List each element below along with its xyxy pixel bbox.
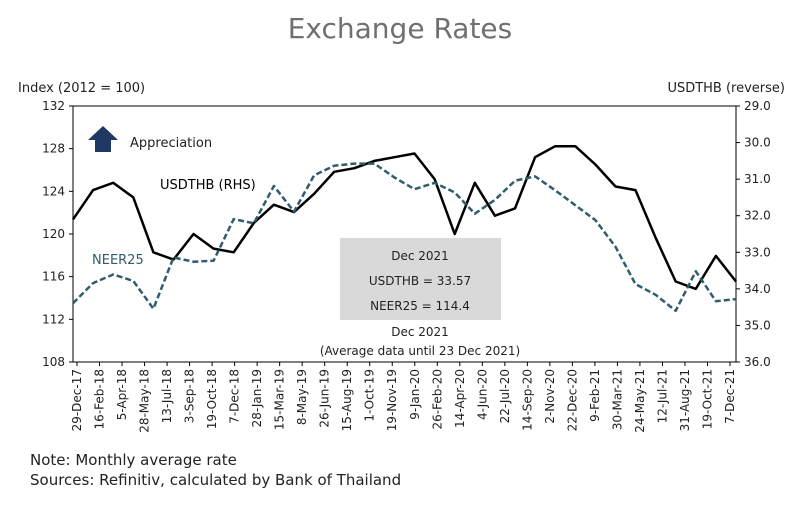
annotation-below-line-2: (Average data until 23 Dec 2021) xyxy=(320,344,520,358)
right-tick-label: 29.0 xyxy=(744,99,771,113)
left-tick-label: 124 xyxy=(42,184,65,198)
right-tick-label: 31.0 xyxy=(744,172,771,186)
x-tick-label: 16-Feb-18 xyxy=(93,369,107,429)
x-tick-label: 22-Dec-20 xyxy=(565,369,579,431)
left-tick-label: 120 xyxy=(42,227,65,241)
plot-frame xyxy=(72,105,737,363)
series-layer xyxy=(71,144,737,313)
annotation-below-line-1: Dec 2021 xyxy=(391,325,449,339)
usdthb-series-line xyxy=(71,144,737,291)
x-tick-label: 5-Apr-18 xyxy=(115,369,129,420)
x-tick-label: 26-Jun-19 xyxy=(318,369,332,428)
x-tick-label: 22-Jul-20 xyxy=(498,369,512,423)
right-axis-ticks: 29.0 30.0 31.0 32.0 33.0 34.0 35.0 36.0 xyxy=(736,99,771,369)
left-tick-label: 108 xyxy=(42,355,65,369)
x-tick-label: 3-Sep-18 xyxy=(183,369,197,423)
x-tick-label: 19-Oct-18 xyxy=(205,369,219,429)
x-tick-label: 15-Mar-19 xyxy=(273,369,287,430)
left-axis-label: Index (2012 = 100) xyxy=(18,81,145,96)
right-tick-label: 33.0 xyxy=(744,245,771,259)
chart-sources: Sources: Refinitiv, calculated by Bank o… xyxy=(30,471,402,489)
right-tick-label: 32.0 xyxy=(744,209,771,223)
annotation-box-line-3: NEER25 = 114.4 xyxy=(370,299,470,313)
x-tick-label: 12-Jul-21 xyxy=(655,369,669,423)
x-tick-label: 7-Dec-21 xyxy=(723,369,737,424)
x-tick-label: 28-Jan-19 xyxy=(250,369,264,427)
x-tick-label: 8-May-19 xyxy=(295,369,309,425)
left-tick-label: 132 xyxy=(42,99,65,113)
chart-title: Exchange Rates xyxy=(287,12,513,45)
right-tick-label: 35.0 xyxy=(744,318,771,332)
x-tick-label: 26-Feb-20 xyxy=(430,369,444,429)
x-tick-label: 13-Jul-18 xyxy=(160,369,174,423)
x-tick-label: 31-Aug-21 xyxy=(678,369,692,431)
x-tick-label: 19-Nov-19 xyxy=(385,369,399,431)
left-tick-label: 112 xyxy=(42,312,65,326)
x-axis-ticks: 29-Dec-17 16-Feb-18 5-Apr-18 28-May-18 13-Ju… xyxy=(70,362,737,433)
x-tick-label: 28-May-18 xyxy=(138,369,152,433)
x-tick-label: 7-Dec-18 xyxy=(228,369,242,424)
x-tick-label: 2-Nov-20 xyxy=(543,369,557,424)
annotation-box-line-1: Dec 2021 xyxy=(391,249,449,263)
x-tick-label: 1-Oct-19 xyxy=(363,369,377,422)
annotation-box xyxy=(340,238,501,320)
appreciation-arrow-icon xyxy=(88,126,118,152)
right-tick-label: 34.0 xyxy=(744,282,771,296)
annotation-box-line-2: USDTHB = 33.57 xyxy=(369,274,471,288)
right-tick-label: 36.0 xyxy=(744,355,771,369)
x-tick-label: 29-Dec-17 xyxy=(70,369,84,431)
left-axis-ticks: 108 112 116 120 124 128 132 xyxy=(42,99,73,369)
right-axis-label: USDTHB (reverse) xyxy=(667,81,785,96)
left-tick-label: 128 xyxy=(42,142,65,156)
left-tick-label: 116 xyxy=(42,270,65,284)
x-tick-label: 9-Jan-20 xyxy=(408,369,422,420)
x-tick-label: 30-Mar-21 xyxy=(610,369,624,430)
chart-note: Note: Monthly average rate xyxy=(30,451,237,469)
x-tick-label: 14-Sep-20 xyxy=(520,369,534,431)
neer25-series-line xyxy=(72,162,737,313)
neer25-series-label: NEER25 xyxy=(92,253,144,268)
x-tick-label: 19-Oct-21 xyxy=(700,369,714,429)
x-tick-label: 15-Aug-19 xyxy=(340,369,354,431)
x-tick-label: 14-Apr-20 xyxy=(453,369,467,428)
appreciation-label: Appreciation xyxy=(130,136,212,151)
x-tick-label: 4-Jun-20 xyxy=(475,369,489,420)
x-tick-label: 9-Feb-21 xyxy=(588,369,602,422)
x-tick-label: 24-May-21 xyxy=(633,369,647,433)
right-tick-label: 30.0 xyxy=(744,136,771,150)
usdthb-series-label: USDTHB (RHS) xyxy=(160,178,256,193)
